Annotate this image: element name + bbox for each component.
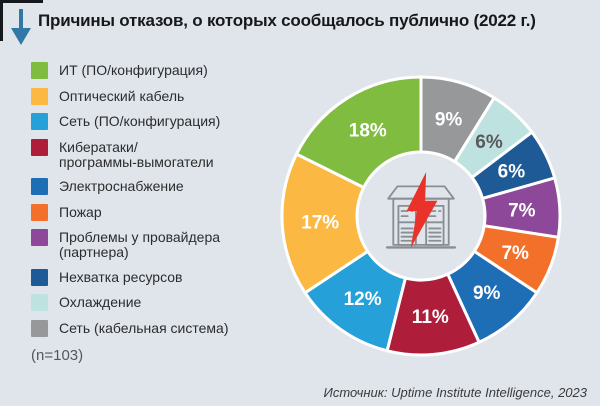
legend-item-label: Сеть (ПО/конфигурация) [59, 113, 221, 129]
legend-swatch [31, 294, 48, 311]
legend-item: Сеть (ПО/конфигурация) [31, 113, 269, 130]
legend-item-label: Кибератаки/ программы-вымогатели [59, 138, 214, 170]
segment-value-label: 7% [508, 200, 536, 221]
segment-value-label: 12% [344, 289, 382, 310]
segment-value-label: 18% [349, 121, 387, 142]
sample-size-note: (n=103) [31, 347, 84, 364]
legend-item-label: Охлаждение [59, 294, 142, 310]
legend-item-label: Электроснабжение [59, 178, 184, 194]
segment-value-label: 11% [412, 307, 449, 328]
legend-swatch [31, 138, 48, 156]
legend-item: Охлаждение [31, 294, 269, 311]
legend-item: Проблемы у провайдера (партнера) [31, 229, 269, 260]
segment-value-label: 9% [435, 109, 463, 130]
legend-item: ИТ (ПО/конфигурация) [31, 62, 269, 79]
legend-swatch [31, 229, 48, 246]
legend: ИТ (ПО/конфигурация) Оптический кабель С… [31, 62, 269, 337]
down-arrow-icon [11, 9, 31, 45]
lightning-bolt-icon [406, 172, 438, 248]
legend-swatch [31, 87, 48, 105]
segment-value-label: 7% [501, 243, 529, 264]
legend-item: Электроснабжение [31, 178, 269, 195]
legend-item-label: Проблемы у провайдера (партнера) [59, 229, 221, 260]
frame-corner-mark [0, 0, 3, 41]
legend-item: Сеть (кабельная система) [31, 319, 269, 337]
legend-swatch [31, 268, 48, 286]
legend-item: Оптический кабель [31, 87, 269, 105]
legend-item: Кибератаки/ программы-вымогатели [31, 138, 269, 170]
source-credit: Источник: Uptime Institute Intelligence,… [323, 385, 587, 400]
segment-value-label: 9% [473, 283, 501, 304]
legend-swatch [31, 178, 48, 195]
frame-corner-mark [0, 0, 43, 3]
legend-item-label: ИТ (ПО/конфигурация) [59, 62, 208, 78]
legend-item: Пожар [31, 203, 269, 221]
legend-swatch [31, 113, 48, 130]
legend-swatch [31, 203, 48, 221]
segment-value-label: 6% [475, 132, 503, 153]
legend-swatch [31, 62, 48, 79]
legend-item-label: Нехватка ресурсов [59, 268, 183, 285]
donut-chart: 9%6%6%7%7%9%11%12%17%18% [280, 75, 562, 357]
legend-item-label: Пожар [59, 203, 102, 220]
data-center-outage-icon [385, 172, 457, 249]
page-title: Причины отказов, о которых сообщалось пу… [38, 11, 536, 30]
segment-value-label: 17% [301, 213, 339, 234]
legend-item-label: Оптический кабель [59, 87, 185, 104]
legend-item: Нехватка ресурсов [31, 268, 269, 286]
legend-item-label: Сеть (кабельная система) [59, 319, 229, 336]
legend-swatch [31, 319, 48, 337]
segment-value-label: 6% [498, 162, 526, 183]
donut-segment-9 [295, 75, 423, 189]
